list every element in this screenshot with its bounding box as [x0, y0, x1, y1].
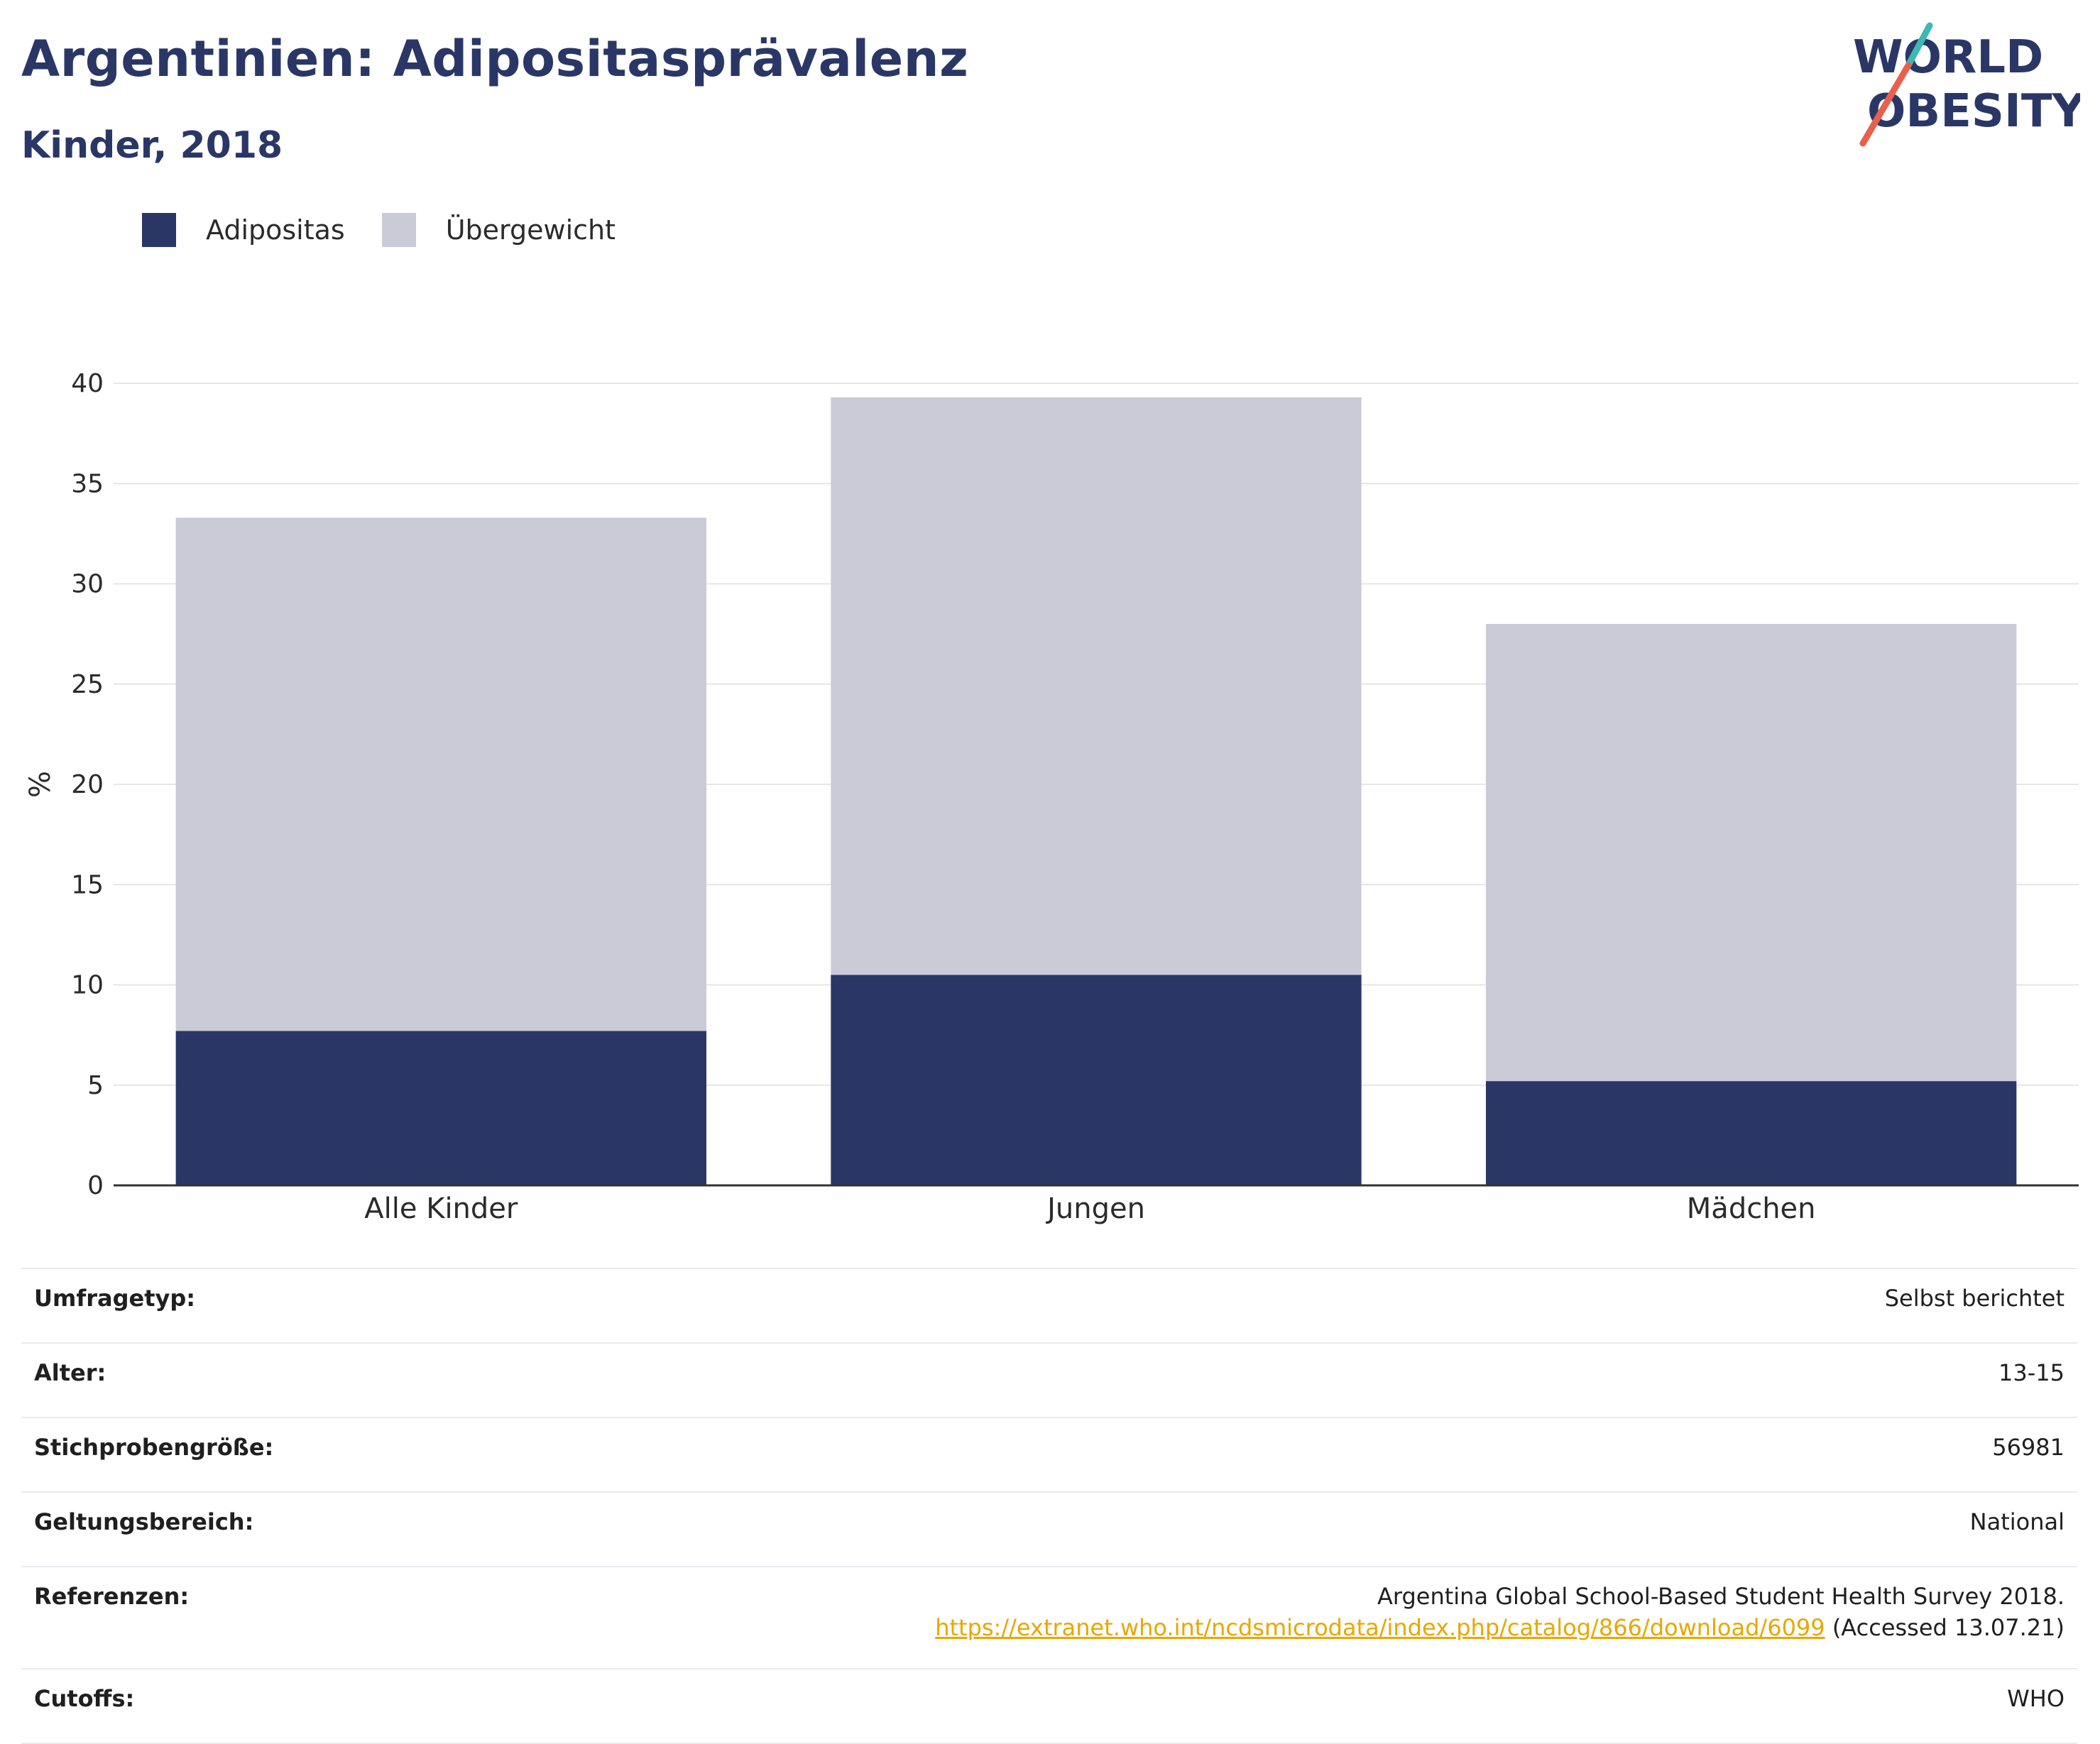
bar-uebergewicht: [175, 517, 707, 1031]
y-tick-label: 20: [71, 770, 104, 799]
x-tick-label: Alle Kinder: [364, 1192, 518, 1225]
bar-adipositas: [175, 1031, 707, 1185]
info-key: Alter:: [34, 1359, 106, 1386]
info-row: Geltungsbereich: National: [21, 1492, 2077, 1567]
y-tick-label: 0: [87, 1171, 104, 1200]
legend-swatch-adipositas: [142, 213, 176, 247]
legend-item-uebergewicht[interactable]: Übergewicht: [381, 213, 616, 247]
reference-link[interactable]: https://extranet.who.int/ncdsmicrodata/i…: [935, 1614, 1825, 1641]
bar-adipositas: [1485, 1081, 2017, 1185]
legend-label: Adipositas: [206, 214, 345, 246]
stacked-bar-chart: 0 5 10 15 20 25 30 35 40% Alle Kinder Jungen Mädche…: [24, 369, 2079, 1225]
info-value: 56981: [1992, 1434, 2065, 1461]
info-value: WHO: [2007, 1685, 2065, 1712]
legend-label: Übergewicht: [445, 214, 616, 246]
info-key: Umfragetyp:: [34, 1285, 196, 1312]
legend-swatch-uebergewicht: [381, 213, 416, 247]
info-value: National: [1969, 1508, 2065, 1535]
page-subtitle: Kinder, 2018: [21, 124, 283, 167]
info-row: Umfragetyp: Selbst berichtet: [21, 1268, 2077, 1343]
info-row: Stichprobengröße: 56981: [21, 1417, 2077, 1492]
y-axis-label: %: [24, 771, 57, 798]
bar-uebergewicht: [831, 397, 1362, 975]
survey-info-table: Umfragetyp: Selbst berichtet Alter: 13-1…: [21, 1268, 2077, 1744]
bar-adipositas: [831, 975, 1362, 1185]
info-row: Cutoffs: WHO: [21, 1669, 2077, 1743]
info-key: Geltungsbereich:: [34, 1508, 254, 1535]
x-tick-label: Jungen: [1045, 1192, 1145, 1225]
bar-uebergewicht: [1485, 624, 2017, 1082]
info-value-references: Argentina Global School-Based Student He…: [473, 1567, 2077, 1669]
y-tick-label: 5: [87, 1071, 104, 1100]
y-tick-label: 30: [71, 570, 104, 599]
logo-word-1: WORLD: [1853, 31, 2043, 84]
legend-item-adipositas[interactable]: Adipositas: [142, 213, 345, 247]
y-tick-label: 25: [71, 670, 104, 699]
reference-accessed: (Accessed 13.07.21): [1825, 1614, 2065, 1641]
reference-text: Argentina Global School-Based Student He…: [1377, 1583, 2065, 1610]
logo-word-2: OBESITY: [1867, 85, 2080, 138]
y-tick-label: 15: [71, 870, 104, 899]
y-tick-label: 10: [71, 971, 104, 1000]
info-key: Stichprobengröße:: [34, 1434, 274, 1461]
page-title: Argentinien: Adipositasprävalenz: [21, 30, 969, 88]
y-tick-label: 40: [71, 369, 104, 398]
info-row: Alter: 13-15: [21, 1343, 2077, 1417]
info-row: Referenzen: Argentina Global School-Base…: [21, 1567, 2077, 1669]
info-key: Referenzen:: [34, 1583, 190, 1610]
info-value: Selbst berichtet: [1884, 1285, 2065, 1312]
world-obesity-logo: WORLD OBESITY: [1853, 22, 2080, 147]
y-tick-label: 35: [71, 469, 104, 498]
x-tick-label: Mädchen: [1687, 1192, 1816, 1225]
chart-legend: Adipositas Übergewicht: [142, 210, 652, 250]
info-value: 13-15: [1998, 1359, 2065, 1386]
info-key: Cutoffs:: [34, 1685, 135, 1712]
